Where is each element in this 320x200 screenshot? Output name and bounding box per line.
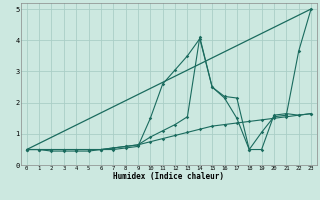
X-axis label: Humidex (Indice chaleur): Humidex (Indice chaleur): [113, 172, 224, 181]
